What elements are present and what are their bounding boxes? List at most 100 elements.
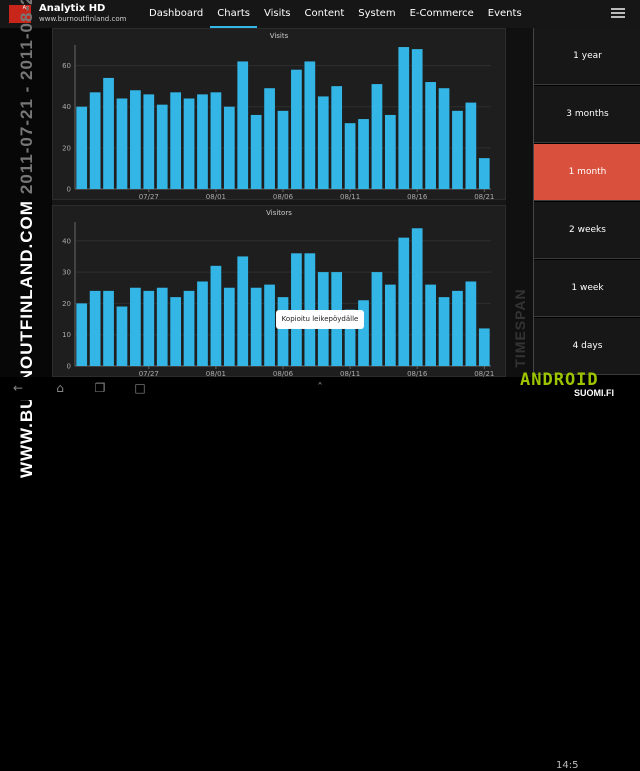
data-bar [344, 309, 356, 366]
x-tick-label: 08/21 [474, 193, 494, 201]
x-tick-label: 07/27 [139, 370, 159, 378]
data-bar [425, 82, 436, 189]
y-tick-label: 40 [62, 237, 71, 245]
data-bar [304, 253, 316, 366]
data-bar [103, 77, 114, 189]
data-bar [250, 114, 262, 189]
data-bar [452, 110, 463, 189]
visits-chart: 0 20 40 60 07/27 08/01 08/06 08/11 08/16 08/21 [62, 45, 494, 201]
data-bar [358, 300, 369, 366]
app-url: www.burnoutfinland.com [39, 15, 127, 23]
tab-events[interactable]: Events [487, 8, 522, 19]
chevron-up-icon[interactable]: ˆ [317, 381, 323, 395]
x-tick-label: 08/01 [206, 370, 226, 378]
x-tick-label: 08/21 [474, 370, 494, 378]
data-bar [210, 92, 222, 189]
logo-text: Ax [22, 5, 29, 11]
data-bar [277, 110, 289, 189]
tab-dashboard[interactable]: Dashboard [149, 8, 204, 19]
data-bar [384, 114, 396, 189]
date-range: 2011-07-21 - 2011-08-21 [17, 0, 36, 195]
data-bar [411, 49, 423, 189]
tab-system[interactable]: System [358, 8, 396, 19]
tab-e-commerce[interactable]: E-Commerce [409, 8, 474, 19]
data-bar [170, 92, 182, 189]
x-tick-label: 08/16 [407, 193, 428, 201]
data-bar [130, 90, 141, 189]
data-bar [250, 287, 262, 366]
data-bar [197, 94, 208, 189]
x-tick-label: 08/11 [340, 193, 360, 201]
back-icon[interactable]: ← [12, 381, 24, 395]
recent-apps-icon[interactable]: ❐ [94, 381, 106, 395]
data-bar [223, 287, 235, 366]
data-bar [197, 281, 208, 366]
data-bar [384, 284, 396, 366]
timespan-2-weeks-button[interactable]: 2 weeks [534, 202, 640, 259]
data-bar [291, 69, 302, 189]
suomi-watermark: SUOMI.FI [574, 388, 614, 398]
data-bar [237, 256, 249, 366]
timespan-1-month-button[interactable]: 1 month [534, 144, 640, 201]
data-bar [156, 104, 168, 189]
y-tick-label: 0 [67, 186, 71, 194]
y-tick-label: 20 [62, 300, 71, 308]
data-bar [344, 123, 356, 189]
system-nav-bar: ← ⌂ ❐ □ ˆ 14:5 [0, 377, 640, 771]
x-tick-label: 08/11 [340, 370, 360, 378]
data-bar [116, 98, 128, 189]
x-tick-label: 08/06 [273, 370, 294, 378]
data-bar [425, 284, 436, 366]
y-tick-label: 10 [62, 331, 71, 339]
screenshot-icon[interactable]: □ [134, 381, 146, 395]
data-bar [183, 290, 195, 366]
data-bar [358, 119, 369, 189]
menu-icon[interactable] [611, 8, 625, 20]
visits-chart-title: Visits [269, 32, 289, 40]
timespan-4-days-button[interactable]: 4 days [534, 318, 640, 375]
data-bar [331, 86, 343, 189]
data-bar [143, 290, 155, 366]
data-bar [156, 287, 168, 366]
data-bar [143, 94, 155, 189]
app-logo: Ax [9, 5, 31, 23]
timespan-1-week-button[interactable]: 1 week [534, 260, 640, 317]
visitors-chart-panel: Visitors 0 10 20 30 40 07/27 08/01 08/06 08/11 08… [52, 205, 506, 378]
data-bar [438, 297, 450, 366]
data-bar [398, 47, 410, 189]
x-tick-label: 08/01 [206, 193, 226, 201]
home-icon[interactable]: ⌂ [56, 381, 64, 395]
timespan-label: TIMESPAN [512, 288, 528, 368]
data-bar [291, 253, 302, 366]
toast-message: Kopioitu leikepöydälle [276, 310, 364, 329]
timespan-1-year-button[interactable]: 1 year [534, 28, 640, 85]
timespan-3-months-button[interactable]: 3 months [534, 86, 640, 143]
data-bar [264, 88, 275, 189]
status-clock: 14:5 [556, 760, 579, 771]
app-title: Analytix HD [39, 3, 106, 14]
tab-visits[interactable]: Visits [263, 8, 291, 19]
data-bar [76, 303, 88, 366]
android-watermark: ANDROID [520, 370, 599, 390]
data-bar [116, 306, 128, 366]
data-bar [371, 84, 383, 189]
data-bar [304, 61, 316, 190]
chart-area: Visits 0 20 40 60 07/27 08/01 08/06 08/11 08/16 0… [52, 28, 506, 378]
visitors-chart-title: Visitors [266, 209, 292, 217]
visits-chart-panel: Visits 0 20 40 60 07/27 08/01 08/06 08/11 08/16 0… [52, 28, 506, 201]
tab-content[interactable]: Content [304, 8, 345, 19]
data-bar [89, 92, 101, 189]
data-bar [76, 106, 88, 189]
data-bar [411, 228, 423, 366]
data-bar [465, 102, 477, 189]
data-bar [103, 290, 114, 366]
x-tick-label: 07/27 [139, 193, 159, 201]
y-tick-label: 40 [62, 103, 71, 111]
site-name: WWW.BURNOUTFINLAND.COM [17, 200, 36, 479]
data-bar [438, 88, 450, 189]
data-bar [223, 106, 235, 189]
y-tick-label: 0 [67, 363, 71, 371]
tab-charts[interactable]: Charts [210, 0, 257, 28]
data-bar [478, 328, 490, 366]
timespan-sidebar: TIMESPAN [506, 28, 533, 377]
